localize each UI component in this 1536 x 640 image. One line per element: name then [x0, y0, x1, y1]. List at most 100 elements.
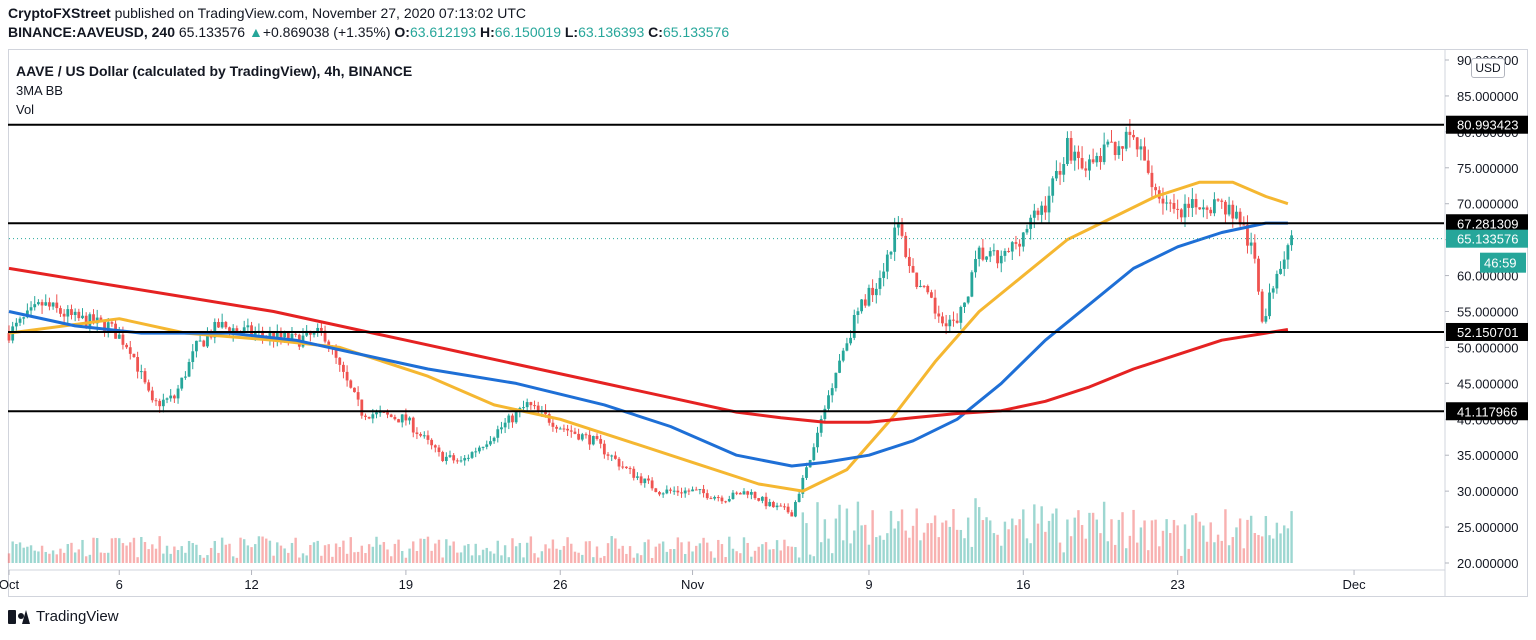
- volume-bar: [231, 556, 235, 563]
- candle-body: [441, 452, 445, 461]
- volume-bar: [29, 545, 33, 563]
- x-tick-label: Oct: [0, 577, 19, 592]
- chart-legend: AAVE / US Dollar (calculated by TradingV…: [16, 62, 412, 119]
- candle-body: [202, 340, 206, 347]
- volume-label[interactable]: Vol: [16, 102, 35, 117]
- volume-bar: [941, 522, 944, 563]
- symbol-info: BINANCE:AAVEUSD, 240 65.133576 ▲+0.86903…: [8, 24, 729, 40]
- low-label: L:: [564, 24, 579, 40]
- volume-bar: [132, 537, 136, 563]
- volume-bar: [434, 543, 437, 563]
- volume-bar: [1073, 517, 1076, 563]
- candle-body: [606, 454, 610, 456]
- volume-bar: [213, 540, 216, 563]
- author-name[interactable]: CryptoFXStreet: [8, 5, 111, 21]
- volume-bar: [1110, 519, 1113, 563]
- candle-body: [158, 400, 162, 407]
- volume-bar: [1069, 536, 1073, 563]
- volume-bar: [176, 550, 180, 563]
- volume-bar: [871, 510, 874, 563]
- level-price-tag: [1446, 402, 1528, 421]
- candle-body: [44, 302, 48, 306]
- candle-body: [1128, 131, 1132, 135]
- volume-bar: [1272, 538, 1275, 563]
- volume-bar: [1191, 515, 1194, 563]
- volume-bar: [99, 552, 103, 563]
- volume-bar: [430, 550, 433, 563]
- volume-bar: [1180, 555, 1183, 563]
- volume-bar: [1253, 533, 1257, 563]
- y-tick-label: 35.000000: [1457, 448, 1518, 463]
- candle-body: [613, 455, 617, 459]
- open-value: 63.612193: [409, 24, 477, 40]
- volume-bar: [584, 541, 588, 563]
- indicator-label[interactable]: 3MA BB: [16, 83, 63, 98]
- candle-body: [658, 492, 661, 495]
- candle-body: [1073, 151, 1077, 161]
- candle-body: [661, 493, 665, 495]
- candle-body: [1124, 131, 1128, 149]
- volume-bar: [739, 553, 742, 563]
- candle-body: [191, 351, 195, 363]
- candle-body: [121, 334, 125, 345]
- candle-body: [411, 417, 415, 433]
- candle-body: [779, 505, 783, 507]
- candle-body: [801, 477, 805, 494]
- volume-bar: [51, 550, 55, 563]
- volume-bar: [1216, 534, 1220, 563]
- volume-bar: [970, 546, 974, 563]
- volume-bar: [853, 530, 856, 563]
- last-price-label: 65.133576: [1457, 232, 1518, 247]
- volume-bar: [1147, 550, 1150, 563]
- candle-body: [874, 288, 878, 296]
- volume-bar: [911, 525, 915, 563]
- volume-bar: [610, 536, 613, 563]
- candle-body: [37, 302, 40, 305]
- candle-body: [25, 310, 29, 318]
- volume-bar: [819, 542, 823, 563]
- volume-bar: [860, 525, 863, 563]
- candle-body: [261, 330, 264, 336]
- candle-body: [647, 478, 650, 481]
- volume-bar: [533, 553, 536, 563]
- volume-bar: [15, 544, 18, 563]
- candle-body: [312, 331, 316, 335]
- candle-body: [930, 292, 933, 298]
- volume-bar: [250, 547, 253, 563]
- candle-body: [867, 287, 871, 306]
- candle-body: [220, 321, 224, 328]
- volume-bar: [614, 538, 617, 563]
- candle-body: [823, 408, 827, 419]
- candle-body: [830, 388, 834, 396]
- volume-bar: [1235, 527, 1238, 563]
- candle-body: [433, 445, 437, 448]
- candle-body: [970, 272, 974, 297]
- candle-body: [1220, 200, 1224, 202]
- volume-bar: [823, 519, 827, 563]
- candle-body: [319, 327, 323, 331]
- volume-bar: [309, 544, 312, 563]
- volume-bar: [757, 546, 760, 563]
- volume-bar: [768, 549, 771, 563]
- volume-bar: [169, 553, 172, 563]
- footer-brand[interactable]: TradingView: [8, 608, 119, 625]
- candle-body: [1168, 202, 1172, 204]
- currency-button[interactable]: USD: [1471, 58, 1505, 78]
- candle-body: [195, 340, 198, 352]
- candle-body: [625, 466, 628, 469]
- volume-bar: [474, 543, 477, 563]
- volume-bar: [1231, 537, 1234, 563]
- volume-bar: [202, 557, 205, 563]
- volume-bar: [1205, 541, 1209, 563]
- candle-body: [73, 311, 77, 315]
- volume-bar: [562, 546, 566, 563]
- volume-bar: [555, 548, 558, 563]
- candle-body: [496, 429, 500, 438]
- volume-bar: [1150, 520, 1154, 563]
- candle-body: [871, 287, 875, 296]
- candle-body: [1047, 195, 1051, 213]
- volume-bar: [1128, 535, 1132, 563]
- candle-body: [40, 302, 44, 306]
- publish-info: CryptoFXStreet published on TradingView.…: [8, 5, 526, 21]
